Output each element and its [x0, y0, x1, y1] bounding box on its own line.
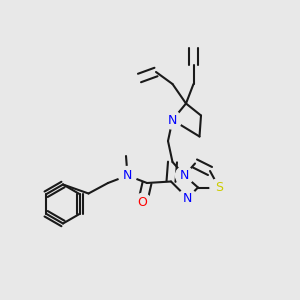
Text: N: N [123, 169, 132, 182]
Circle shape [134, 194, 152, 211]
Text: N: N [180, 169, 189, 182]
Text: N: N [183, 191, 192, 205]
Text: S: S [215, 181, 223, 194]
Circle shape [210, 178, 228, 196]
Circle shape [178, 189, 196, 207]
Circle shape [164, 111, 181, 129]
Circle shape [176, 167, 194, 184]
Text: N: N [168, 113, 177, 127]
Text: O: O [138, 196, 147, 209]
Circle shape [118, 167, 136, 184]
